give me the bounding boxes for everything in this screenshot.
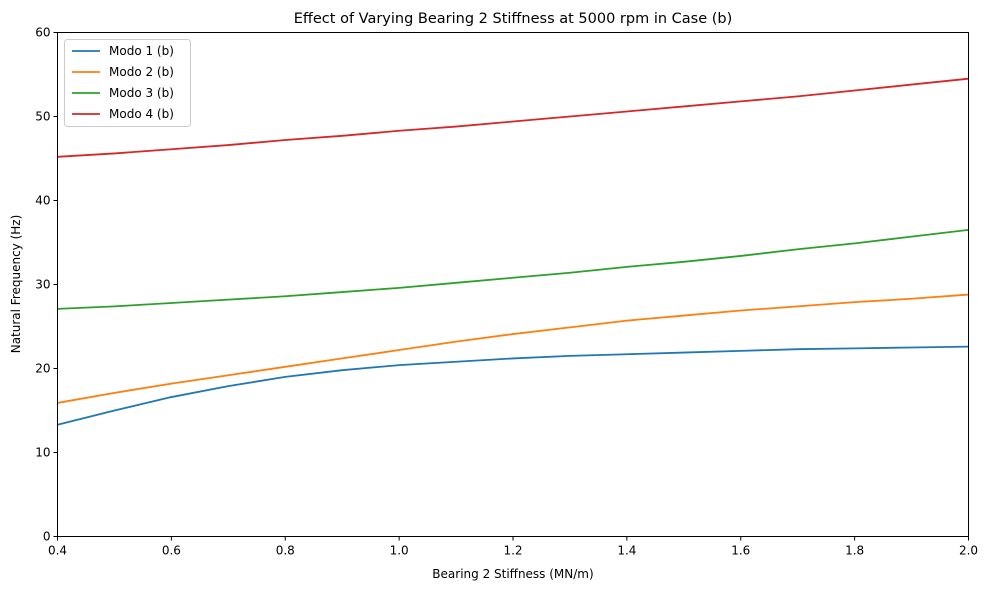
y-tick-label: 40 xyxy=(35,194,50,208)
y-tick-label: 60 xyxy=(35,26,50,40)
legend: Modo 1 (b) Modo 2 (b) Modo 3 (b) Modo 4 (b) xyxy=(64,39,191,127)
x-tick-label: 1.6 xyxy=(731,544,750,558)
series-line-modo-2 xyxy=(57,293,969,404)
x-axis: 0.4 0.6 0.8 1.0 1.2 1.4 1.6 1.8 2.0 xyxy=(48,536,978,558)
y-tick-label: 30 xyxy=(35,278,50,292)
x-tick-label: 1.0 xyxy=(390,544,409,558)
x-tick-label: 0.6 xyxy=(162,544,181,558)
chart-title: Effect of Varying Bearing 2 Stiffness at… xyxy=(294,11,733,27)
y-axis: 0 10 20 30 40 50 60 xyxy=(35,26,58,544)
y-tick-label: 20 xyxy=(35,362,50,376)
series-line-modo-4 xyxy=(57,77,969,158)
x-tick-label: 0.4 xyxy=(48,544,67,558)
x-tick-label: 2.0 xyxy=(959,544,978,558)
y-tick-label: 10 xyxy=(35,446,50,460)
legend-label: Modo 3 (b) xyxy=(109,86,174,100)
x-axis-label: Bearing 2 Stiffness (MN/m) xyxy=(432,567,593,581)
legend-label: Modo 1 (b) xyxy=(109,44,174,58)
x-tick-label: 1.8 xyxy=(845,544,864,558)
series-line-modo-1 xyxy=(57,345,969,426)
legend-label: Modo 2 (b) xyxy=(109,65,174,79)
x-tick-label: 1.2 xyxy=(503,544,522,558)
axes-frame xyxy=(57,32,969,537)
y-tick-label: 50 xyxy=(35,110,50,124)
y-axis-label: Natural Frequency (Hz) xyxy=(9,215,23,354)
legend-label: Modo 4 (b) xyxy=(109,107,174,121)
plot-series xyxy=(57,77,969,426)
legend-box xyxy=(64,39,191,127)
x-tick-label: 1.4 xyxy=(617,544,636,558)
y-tick-label: 0 xyxy=(43,530,51,544)
x-tick-label: 0.8 xyxy=(276,544,295,558)
series-line-modo-3 xyxy=(57,229,969,310)
